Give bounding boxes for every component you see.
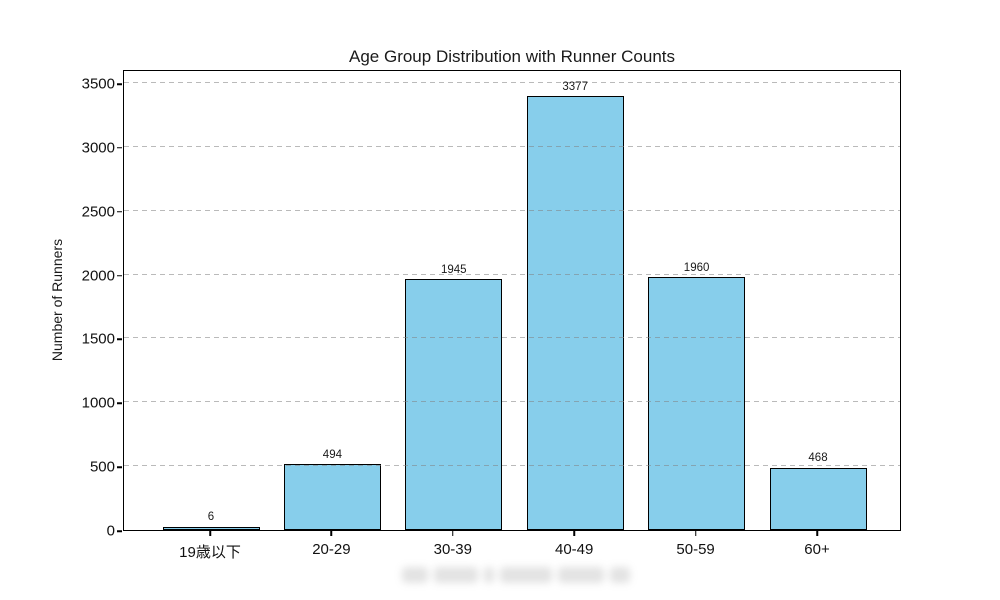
- y-tick-mark: [117, 210, 122, 213]
- watermark-blob: [558, 567, 604, 583]
- bar-value-label: 3377: [562, 80, 588, 93]
- bar-19歳以下: [162, 526, 260, 530]
- bar-value-label: 1960: [683, 261, 710, 274]
- bar-60+: [769, 467, 867, 530]
- x-tick-mark: [816, 531, 818, 536]
- y-tick-mark: [117, 466, 122, 468]
- bar-50-59: [648, 277, 746, 530]
- x-tick-label: 20-29: [312, 541, 351, 558]
- watermark-blob: [402, 567, 428, 583]
- y-tick-mark: [117, 147, 122, 149]
- x-tick-mark: [573, 531, 575, 536]
- x-tick-label: 30-39: [433, 541, 472, 558]
- watermark-blob: [610, 567, 630, 583]
- x-tick-mark: [209, 531, 211, 536]
- y-tick-mark: [117, 402, 122, 405]
- y-tick-label: 1000: [81, 394, 115, 412]
- bar-30-39: [405, 279, 503, 530]
- bar-value-label: 6: [207, 511, 215, 524]
- bar-40-49: [526, 96, 624, 530]
- y-tick-label: 500: [89, 458, 115, 476]
- y-tick-label: 3500: [81, 75, 115, 93]
- watermark-blob: [500, 567, 552, 583]
- y-tick-mark: [117, 274, 122, 277]
- bar-value-label: 494: [322, 448, 342, 461]
- watermark-blob: [434, 567, 478, 583]
- gridline-y-2000: [124, 273, 900, 275]
- y-tick-label: 3000: [81, 139, 115, 157]
- y-tick-label: 2000: [81, 267, 115, 285]
- x-tick-label: 60+: [804, 541, 830, 558]
- bar-value-label: 468: [808, 452, 828, 465]
- y-tick-mark: [117, 83, 122, 85]
- x-tick-label: 50-59: [676, 541, 715, 558]
- gridline-y-2500: [124, 209, 900, 211]
- watermark-blob: [484, 567, 494, 583]
- watermark: [402, 562, 647, 588]
- x-tick-mark: [330, 531, 333, 536]
- y-tick-label: 1500: [81, 330, 115, 348]
- x-tick-label: 40-49: [555, 541, 594, 558]
- x-tick-mark: [694, 531, 697, 536]
- gridline-y-3500: [124, 82, 900, 84]
- y-tick-label: 2500: [81, 203, 115, 221]
- x-tick-label: 19歳以下: [179, 544, 241, 561]
- x-tick-mark: [452, 531, 454, 536]
- bar-value-label: 1945: [441, 263, 467, 276]
- y-tick-mark: [117, 338, 122, 341]
- y-tick-label: 0: [106, 522, 115, 540]
- chart-title: Age Group Distribution with Runner Count…: [349, 47, 675, 66]
- gridline-y-500: [124, 465, 900, 467]
- gridline-y-3000: [124, 145, 900, 147]
- gridline-y-1000: [124, 401, 900, 403]
- bar-20-29: [283, 464, 381, 530]
- gridline-y-1500: [124, 337, 900, 339]
- plot-area: 6 494 1945 3377 1960 468: [123, 70, 901, 531]
- y-tick-mark: [117, 530, 122, 532]
